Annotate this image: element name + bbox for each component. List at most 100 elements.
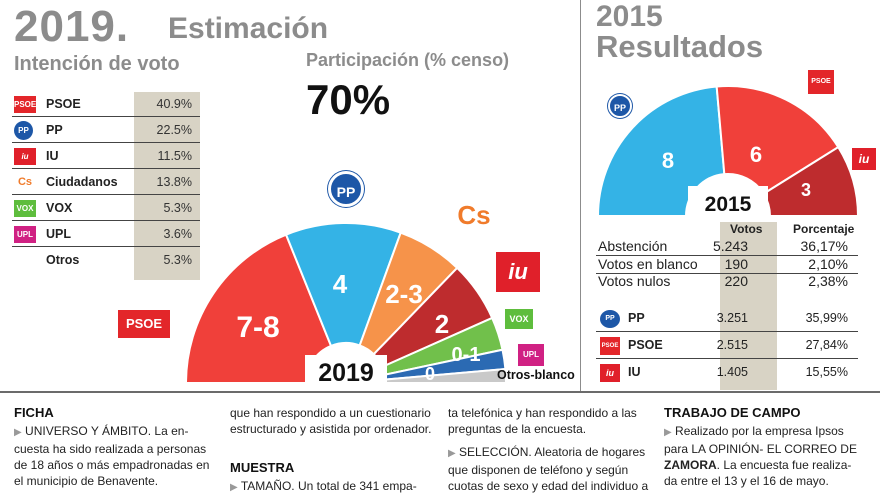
row-percentage: 2,38%	[808, 273, 848, 289]
ficha-line: el municipio de Benavente.	[14, 474, 159, 488]
party-value: 22.5%	[156, 123, 192, 137]
cs-logo-icon: Cs	[17, 176, 33, 188]
intent-row-upl: UPL UPL 3.6%	[12, 222, 200, 247]
bullet-triangle-icon: ▶	[230, 482, 238, 493]
seleccion-body: . Aleatoria de hogares	[528, 445, 646, 459]
results-party-pp: PP PP 3.251 35,99%	[596, 308, 858, 332]
seat-2015-seat-label-psoe: 6	[750, 142, 762, 167]
party-name: PP	[628, 311, 645, 325]
row-votes: 190	[724, 256, 748, 272]
ficha-line: de 18 años o más empadronadas en	[14, 458, 210, 472]
col3-line: preguntas de la encuesta.	[448, 422, 587, 436]
party-name: PP	[46, 123, 63, 137]
party-name: Ciudadanos	[46, 175, 118, 189]
results-title: Resultados	[596, 29, 764, 64]
ficha-universe-head: UNIVERSO Y ÁMBITO	[25, 424, 148, 438]
party-votes: 2.515	[716, 338, 748, 352]
party-value: 5.3%	[163, 201, 193, 215]
methodology-col3: ta telefónica y han respondido a las pre…	[448, 405, 653, 494]
results-year: 2015	[596, 0, 663, 33]
row-label: Votos en blanco	[598, 256, 698, 272]
seleccion-head: SELECCIÓN	[459, 445, 529, 459]
party-votes: 1.405	[716, 365, 748, 379]
footer-divider	[0, 391, 880, 393]
party-value: 3.6%	[163, 227, 193, 241]
row-votes: 220	[724, 273, 748, 289]
seat-2019-seat-label-ciudadanos: 2-3	[385, 279, 423, 309]
col3-line: cuotas de sexo y edad del individuo a	[448, 479, 649, 493]
votes-column-header: Votos	[730, 222, 763, 236]
results-row-abstention: Abstención 5.243 36,17%	[596, 238, 858, 256]
ficha-heading: FICHA	[14, 405, 54, 420]
seat-2019-seat-label-psoe: 7-8	[236, 311, 279, 344]
results-party-iu: iu IU 1.405 15,55%	[596, 362, 858, 386]
iu-badge-icon: iu	[496, 252, 540, 292]
iu-logo-icon: iu	[14, 148, 36, 165]
party-value: 13.8%	[156, 175, 192, 189]
intent-row-iu: iu IU 11.5%	[12, 144, 200, 169]
row-label: Votos nulos	[598, 273, 671, 289]
party-name: VOX	[46, 201, 73, 215]
party-name: IU	[628, 365, 641, 379]
vox-logo-icon: VOX	[14, 200, 36, 217]
party-percentage: 15,55%	[805, 365, 848, 379]
seat-chart-2015: 8 6 3 2015	[596, 85, 860, 217]
party-name: UPL	[46, 227, 71, 241]
party-value: 11.5%	[157, 149, 192, 163]
party-votes: 3.251	[716, 311, 748, 325]
seat-chart-2019: 7-8 4 2-3 20-1 0 2019	[184, 222, 508, 387]
party-percentage: 27,84%	[805, 338, 848, 352]
intent-row-psoe: PSOE PSOE 40.9%	[12, 92, 200, 117]
pp-badge-icon: PP	[608, 94, 632, 118]
campo-line: . La encuesta fue realiza-	[716, 458, 852, 472]
upl-logo-icon: UPL	[14, 226, 36, 243]
vote-intention-heading: Intención de voto	[14, 53, 180, 75]
party-name: PSOE	[46, 97, 81, 111]
seat-2019-seat-label-vox: 0-1	[452, 344, 481, 366]
campo-text: ▶ Realizado por la empresa Ipsos para LA…	[664, 423, 874, 489]
row-percentage: 2,10%	[808, 256, 848, 272]
seat-2019-seat-label-pp: 4	[333, 269, 348, 299]
estimate-year: 2019.	[14, 2, 130, 51]
upl-badge-icon: UPL	[518, 344, 544, 366]
participation-label: Participación (% censo)	[306, 50, 510, 70]
ficha-text: ▶ UNIVERSO Y ÁMBITO. La en- cuesta ha si…	[14, 423, 214, 489]
results-row-null: Votos nulos 220 2,38%	[596, 273, 858, 291]
vox-badge-icon: VOX	[505, 309, 533, 329]
seat-center-label: 2019	[318, 359, 374, 387]
seat-2019-seat-label-iu: 2	[435, 309, 449, 339]
campo-city: ZAMORA	[664, 458, 717, 472]
row-label: Abstención	[598, 238, 668, 254]
psoe-badge-icon: PSOE	[808, 70, 834, 94]
party-value: 40.9%	[156, 97, 192, 111]
tamano-body: . Un total de 341 empa-	[291, 479, 417, 493]
seat-2015-seat-label-pp: 8	[662, 148, 674, 173]
row-votes: 5.243	[712, 238, 748, 254]
campo-line: Realizado por la empresa Ipsos	[675, 424, 844, 438]
seat-2019-seat-label-upl: 0	[425, 364, 435, 384]
campo-heading: TRABAJO DE CAMPO	[664, 405, 801, 420]
intent-values-column	[134, 92, 200, 280]
seat-2019-segment-pp	[284, 222, 403, 348]
seat-center-label: 2015	[705, 193, 752, 216]
bullet-triangle-icon: ▶	[448, 448, 456, 459]
psoe-logo-icon: PSOE	[14, 96, 36, 113]
seat-2015-segment-psoe	[715, 85, 840, 196]
psoe-logo-icon: PSOE	[600, 337, 620, 355]
results-votes-column	[720, 222, 777, 390]
intent-row-ciudadanos: Cs Ciudadanos 13.8%	[12, 170, 200, 195]
pp-logo-icon: PP	[600, 310, 620, 328]
seat-2015-seat-label-iu: 3	[801, 180, 811, 200]
methodology-col2: que han respondido a un cuestionario est…	[230, 405, 435, 437]
column-divider	[580, 0, 581, 392]
row-percentage: 36,17%	[800, 238, 848, 254]
party-name: IU	[46, 149, 59, 163]
others-blank-label: Otros-blanco	[497, 368, 575, 382]
col2-line: estructurado y asistida por ordenador.	[230, 422, 432, 436]
percentage-column-header: Porcentaje	[793, 222, 855, 236]
iu-badge-icon: iu	[852, 148, 876, 170]
campo-line: para LA OPINIÓN- EL CORREO DE	[664, 442, 857, 456]
campo-line: da entre el 13 y el 16 de mayo.	[664, 474, 829, 488]
bullet-triangle-icon: ▶	[14, 427, 22, 438]
results-row-blank: Votos en blanco 190 2,10%	[596, 256, 858, 274]
